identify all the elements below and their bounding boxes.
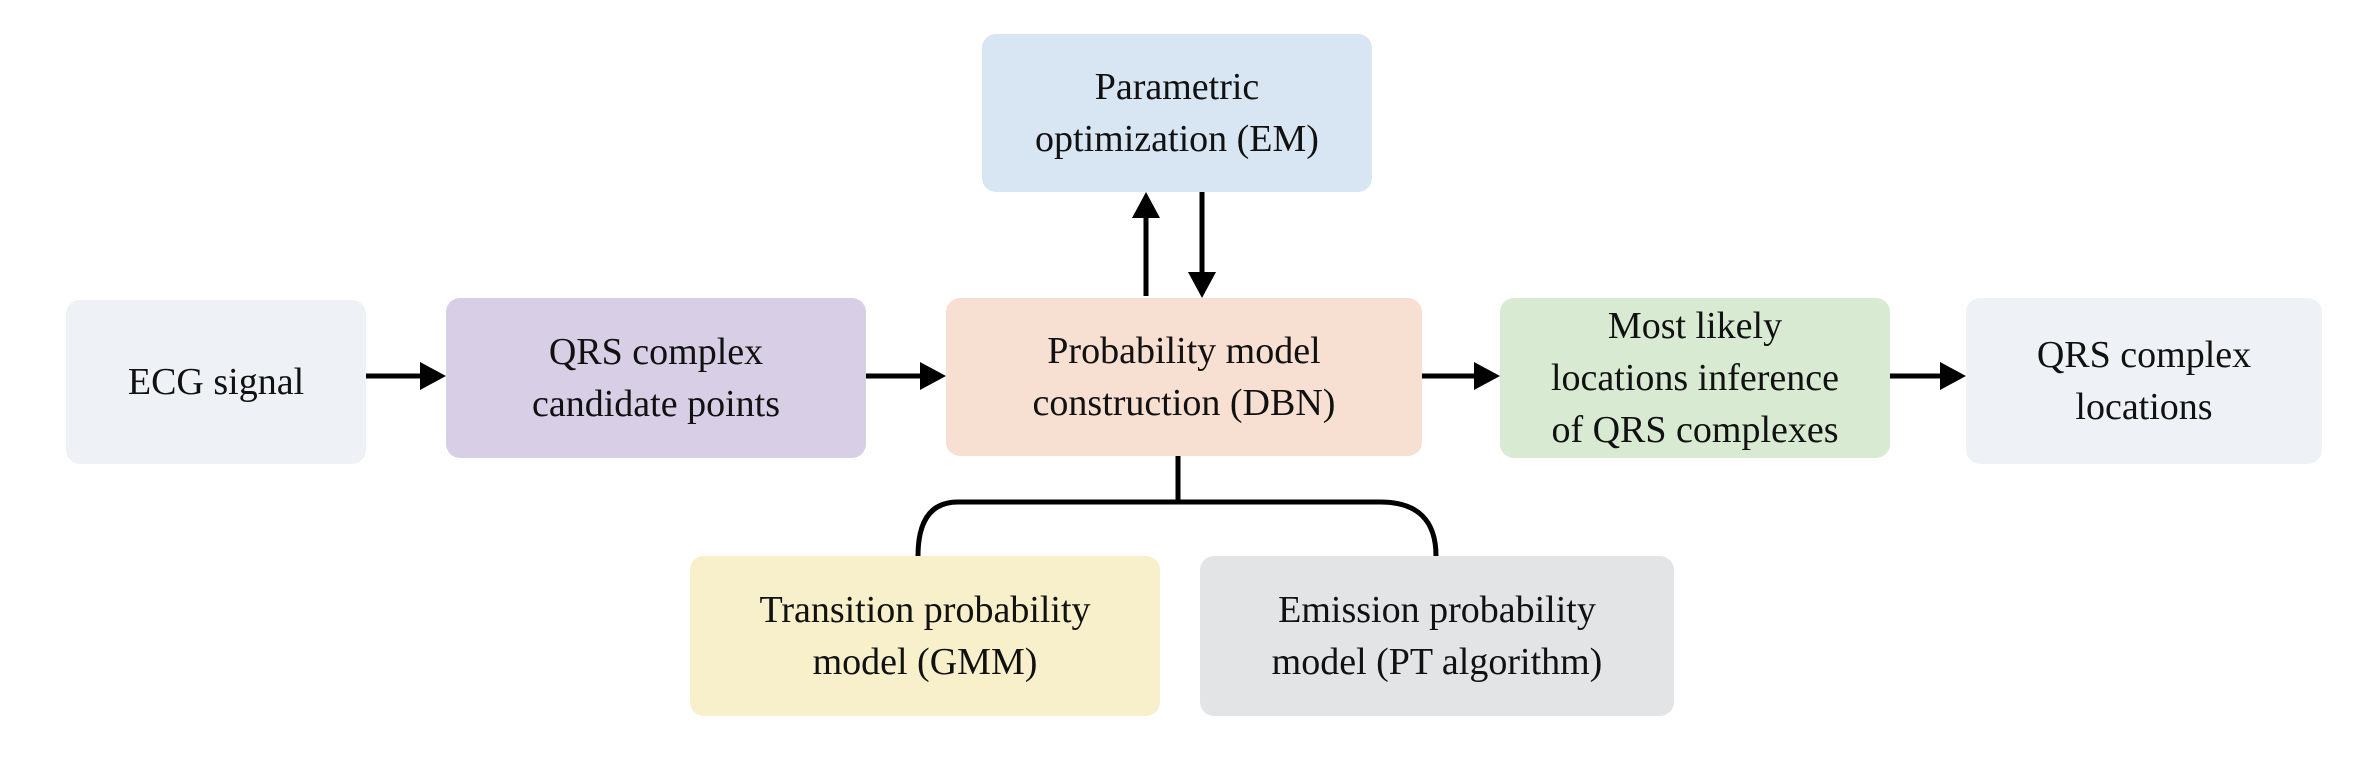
arrowhead-ecg-to-candidates bbox=[420, 362, 446, 390]
arrowhead-dbn-to-inference bbox=[1474, 362, 1500, 390]
em-label-line: optimization (EM) bbox=[1035, 118, 1319, 160]
arrowhead-em-to-dbn bbox=[1188, 272, 1216, 298]
ecg-label: ECG signal bbox=[128, 356, 304, 408]
candidates-label-line: candidate points bbox=[532, 383, 780, 425]
gmm-label: Transition probability model (GMM) bbox=[759, 584, 1090, 688]
arrowhead-dbn-to-em bbox=[1132, 192, 1160, 218]
em-label-line: Parametric bbox=[1094, 66, 1260, 108]
inference-label-line: locations inference bbox=[1550, 357, 1840, 399]
parametric-optimization-box: Parametric optimization (EM) bbox=[982, 34, 1372, 192]
ecg-signal-box: ECG signal bbox=[66, 300, 366, 464]
output-label-line: locations bbox=[2075, 386, 2213, 428]
dbn-label-line: construction (DBN) bbox=[1032, 382, 1336, 424]
qrs-candidate-points-box: QRS complex candidate points bbox=[446, 298, 866, 458]
dbn-label: Probability model construction (DBN) bbox=[1033, 325, 1336, 429]
probability-model-construction-box: Probability model construction (DBN) bbox=[946, 298, 1422, 456]
bracket-dbn-to-submodels bbox=[915, 456, 1439, 557]
pt-label-line: Emission probability bbox=[1278, 589, 1596, 631]
gmm-label-line: Transition probability bbox=[759, 589, 1091, 631]
ecg-label-line: ECG signal bbox=[127, 361, 305, 403]
emission-probability-model-box: Emission probability model (PT algorithm) bbox=[1200, 556, 1674, 716]
gmm-label-line: model (GMM) bbox=[812, 641, 1038, 683]
inference-label-line: of QRS complexes bbox=[1551, 409, 1839, 451]
inference-label-line: Most likely bbox=[1607, 305, 1783, 347]
most-likely-locations-inference-box: Most likely locations inference of QRS com… bbox=[1500, 298, 1890, 458]
arrowhead-inference-to-output bbox=[1940, 362, 1966, 390]
dbn-label-line: Probability model bbox=[1047, 330, 1321, 372]
pt-label: Emission probability model (PT algorithm) bbox=[1272, 584, 1603, 688]
qrs-complex-locations-box: QRS complex locations bbox=[1966, 298, 2322, 464]
inference-label: Most likely locations inference of QRS com… bbox=[1551, 300, 1839, 456]
candidates-label: QRS complex candidate points bbox=[532, 326, 780, 430]
arrowhead-candidates-to-dbn bbox=[920, 362, 946, 390]
transition-probability-model-box: Transition probability model (GMM) bbox=[690, 556, 1160, 716]
pt-label-line: model (PT algorithm) bbox=[1271, 641, 1603, 683]
candidates-label-line: QRS complex bbox=[548, 331, 764, 373]
output-label: QRS complex locations bbox=[2037, 329, 2251, 433]
em-label: Parametric optimization (EM) bbox=[1035, 61, 1319, 165]
output-label-line: QRS complex bbox=[2036, 334, 2252, 376]
